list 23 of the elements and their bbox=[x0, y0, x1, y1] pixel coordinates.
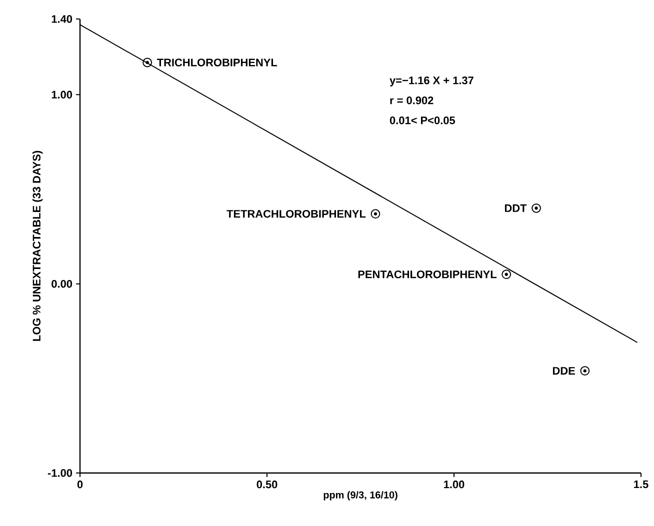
point bbox=[142, 58, 152, 68]
annotation: PENTACHLOROBIPHENYL bbox=[358, 270, 497, 278]
x-tick-label: 0 bbox=[77, 480, 83, 488]
point bbox=[532, 203, 541, 213]
annotation: DDT bbox=[504, 204, 527, 212]
x-tick-label: 1.5 bbox=[634, 480, 648, 488]
x-tick-label: 1.00 bbox=[444, 480, 464, 488]
y-tick-label: 1.00 bbox=[52, 90, 72, 99]
y-tick-label: 0.00 bbox=[52, 280, 72, 288]
annotation: TRICHLOROBIPHENYL bbox=[156, 58, 278, 66]
point bbox=[502, 270, 512, 280]
x-tick-label: 0.50 bbox=[256, 480, 278, 488]
annotation: TETRACHLOROBIPHENYL bbox=[226, 210, 366, 218]
annotation: y=−1.16 X + 1.37 bbox=[390, 76, 474, 86]
point bbox=[580, 366, 590, 376]
y-tick-label: -1.00 bbox=[48, 469, 72, 477]
annotation: r = 0.902 bbox=[390, 96, 434, 104]
annotation: 0.01< P<0.05 bbox=[390, 116, 456, 124]
point bbox=[370, 209, 380, 219]
y-axis-title: LOG % UNEXTRACTABLE (33 DAYS) bbox=[32, 150, 43, 341]
x-axis-title: ppm (9/3, 16/10) bbox=[324, 491, 398, 500]
y-tick-label: 1.40 bbox=[52, 15, 72, 23]
annotation: DDE bbox=[552, 367, 575, 375]
